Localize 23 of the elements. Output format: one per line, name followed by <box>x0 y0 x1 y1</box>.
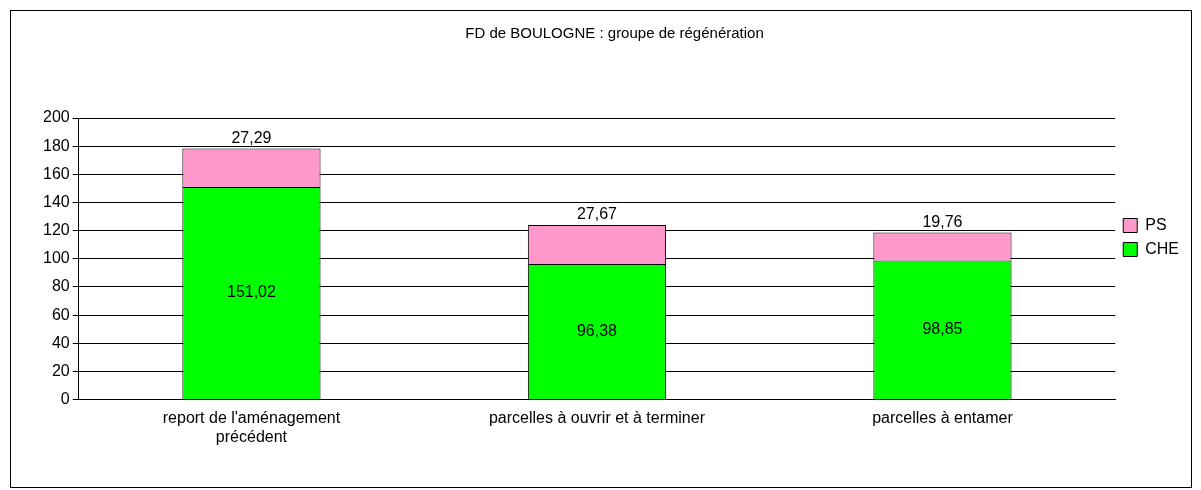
data-label: 151,02 <box>226 283 277 301</box>
data-label: 27,29 <box>231 128 272 146</box>
y-tick-label: 0 <box>60 390 70 408</box>
x-tick-label: report de l'aménagement précédent <box>162 408 341 445</box>
y-tick-label: 160 <box>42 164 70 182</box>
y-tick-label: 40 <box>51 333 70 351</box>
data-label: 27,67 <box>576 205 618 223</box>
x-tick-label: parcelles à ouvrir et à terminer <box>488 408 706 426</box>
y-tick-label: 100 <box>42 249 70 267</box>
chart-title: FD de BOULOGNE : groupe de régénération <box>465 24 764 42</box>
data-label: 98,85 <box>922 320 963 338</box>
x-tick-label: parcelles à entamer <box>872 408 1014 426</box>
y-tick-label: 140 <box>42 192 70 210</box>
y-tick-label: 20 <box>51 361 70 379</box>
legend-label: PS <box>1145 215 1167 233</box>
y-tick-label: 200 <box>42 108 70 126</box>
y-tick-label: 180 <box>42 136 70 154</box>
y-tick-label: 80 <box>51 277 70 295</box>
y-tick-label: 60 <box>51 305 70 323</box>
legend-label: CHE <box>1145 239 1179 257</box>
y-tick-label: 120 <box>42 221 70 239</box>
data-label: 19,76 <box>922 213 963 230</box>
data-label: 96,38 <box>576 321 618 339</box>
